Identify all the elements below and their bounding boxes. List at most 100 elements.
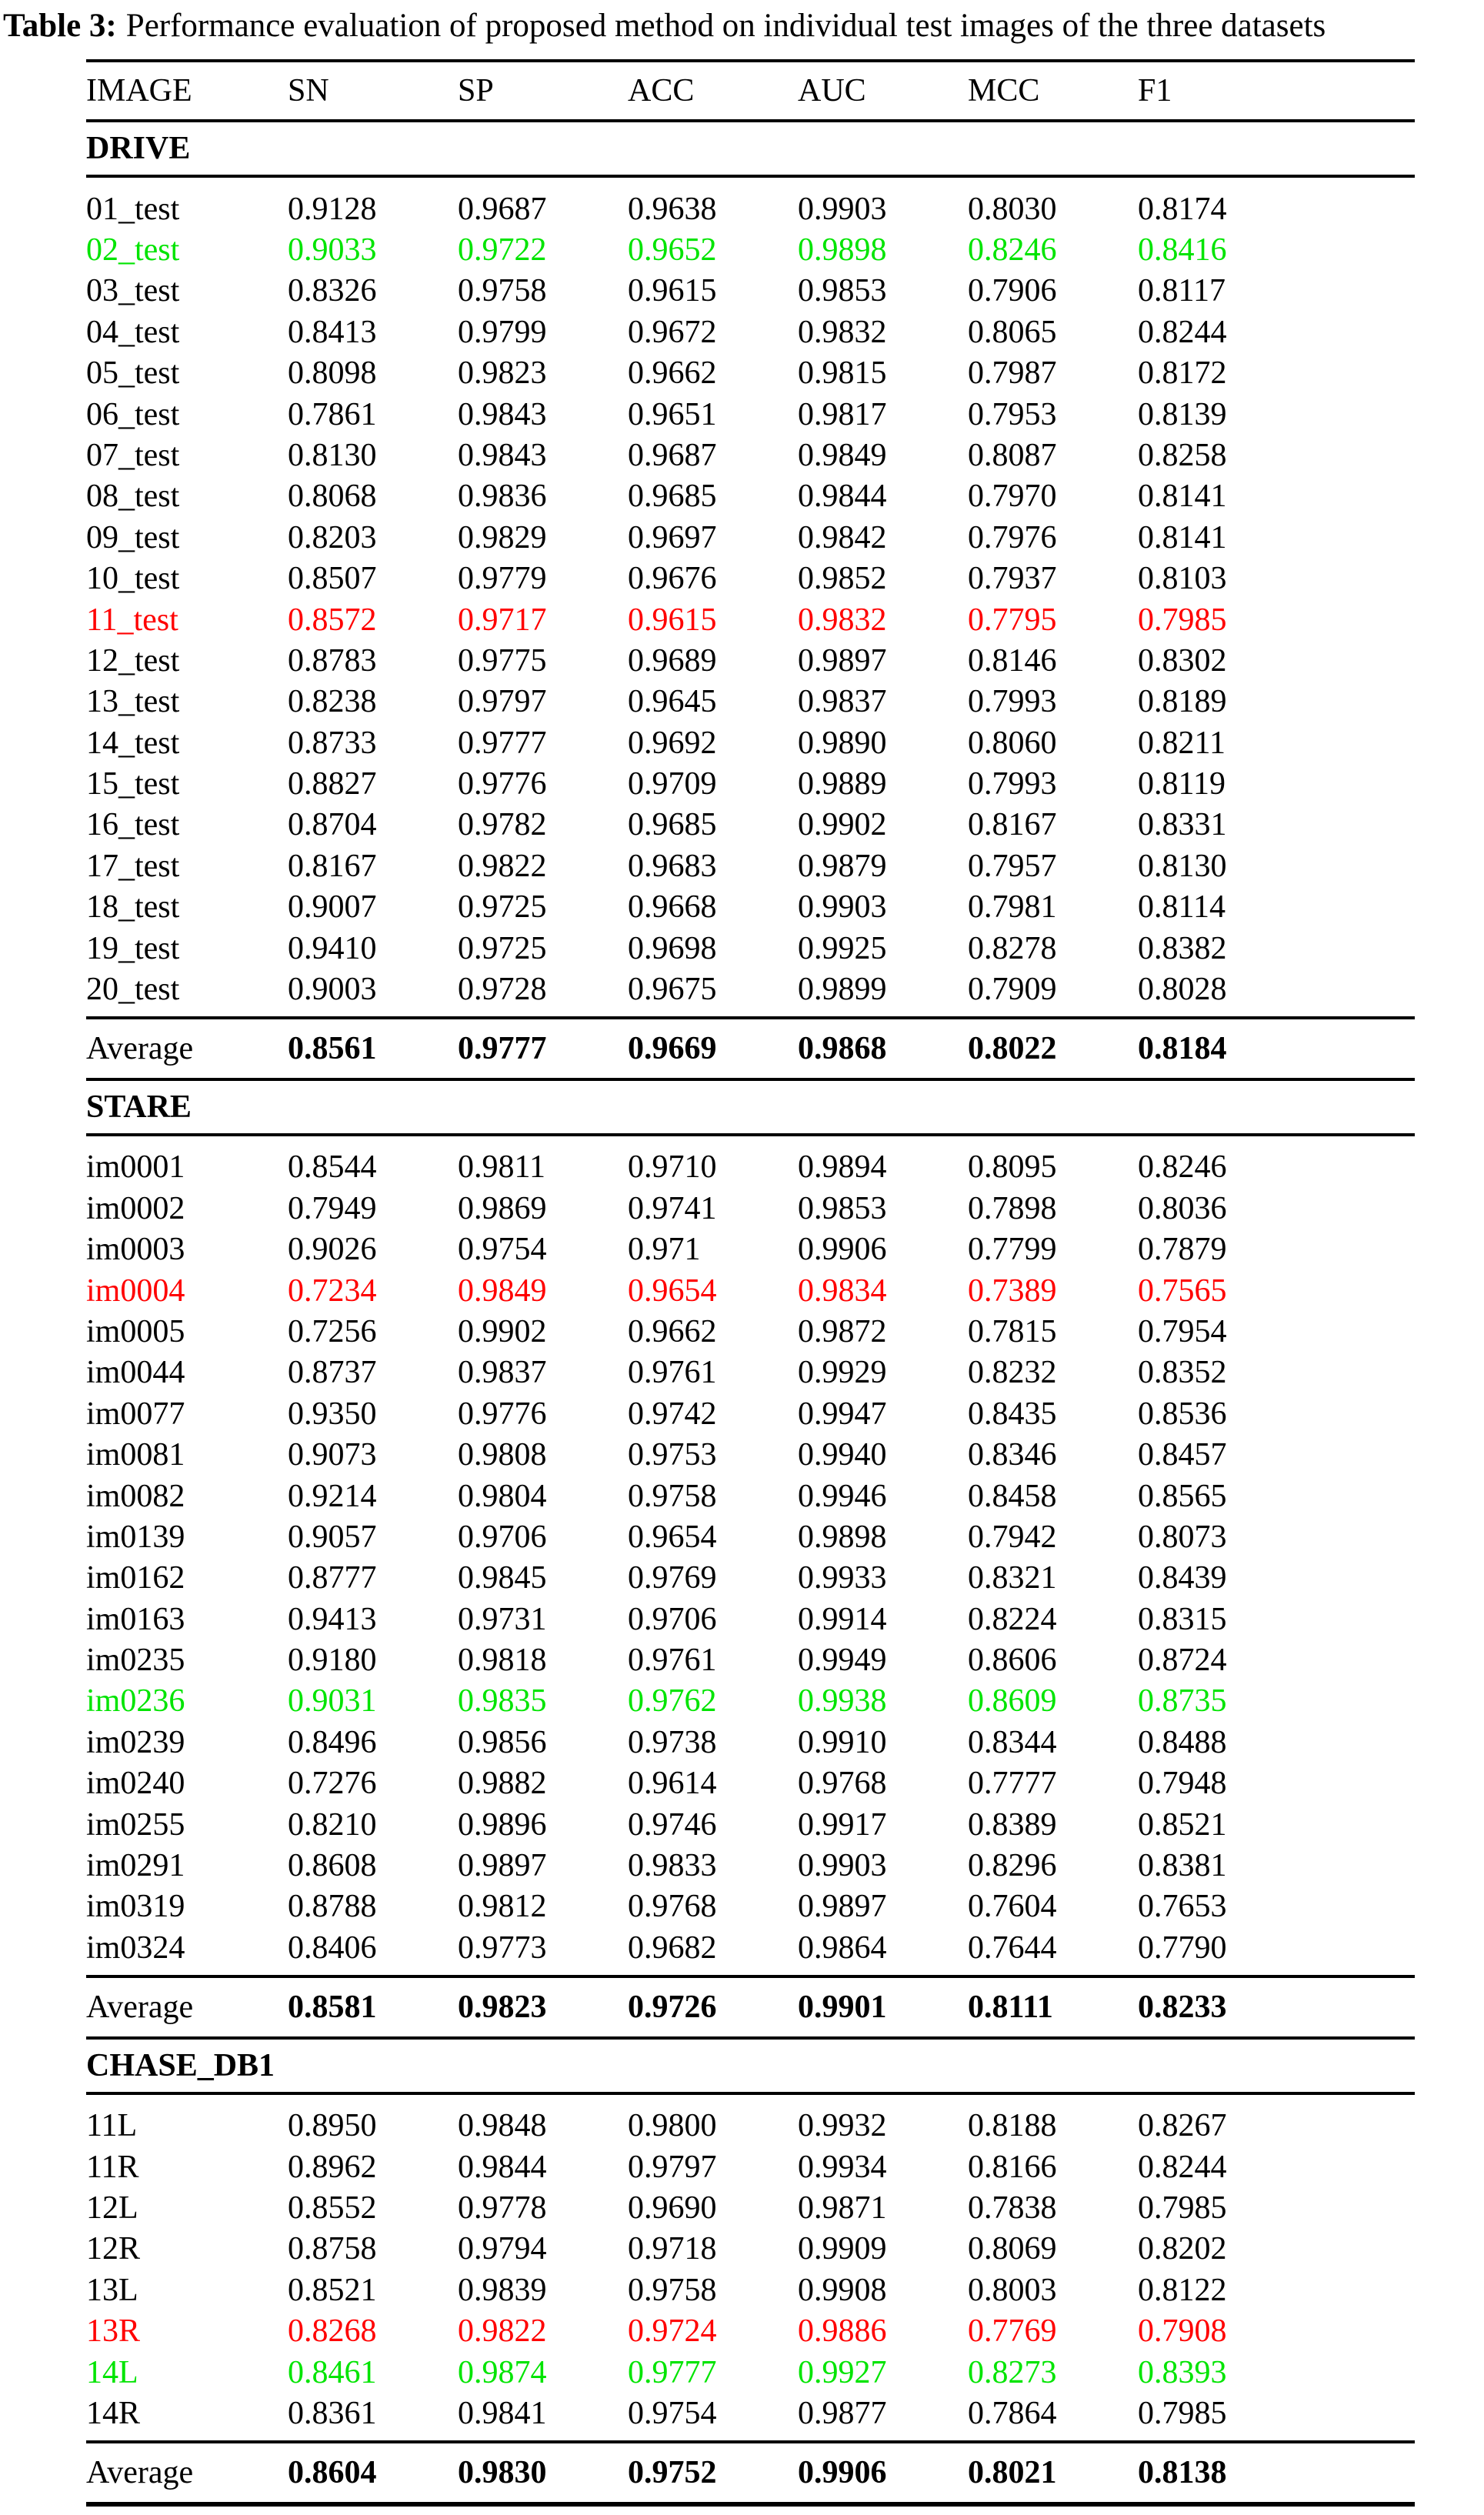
cell-value: 0.9914 xyxy=(798,1601,887,1637)
column-header: AUC xyxy=(798,72,866,108)
cell-value: 0.9769 xyxy=(628,1560,717,1596)
cell-value: 0.9835 xyxy=(458,1683,547,1719)
table-row: 07_test 0.8130 0.9843 0.9687 0.9849 0.8087 0.8… xyxy=(86,435,1415,475)
cell-value: 0.9754 xyxy=(628,2395,717,2431)
cell-value: 0.9007 xyxy=(288,889,377,926)
cell-value: 0.9725 xyxy=(458,889,547,926)
section-rows: im0001 0.8544 0.9811 0.9710 0.9894 0.8095 0.82… xyxy=(86,1136,1415,1975)
row-label: 11R xyxy=(86,2149,139,2185)
cell-value: 0.8139 xyxy=(1138,396,1227,432)
cell-value: 0.7976 xyxy=(968,519,1057,555)
cell-value: 0.9917 xyxy=(798,1806,887,1843)
cell-value: 0.8331 xyxy=(1138,807,1227,843)
cell-value: 0.9836 xyxy=(458,479,547,515)
cell-value: 0.8202 xyxy=(1138,2231,1227,2267)
table-row: im0005 0.7256 0.9902 0.9662 0.9872 0.7815 0.79… xyxy=(86,1311,1415,1352)
table-row: 03_test 0.8326 0.9758 0.9615 0.9853 0.7906 0.8… xyxy=(86,271,1415,312)
cell-value: 0.9949 xyxy=(798,1643,887,1679)
table-row: im0077 0.9350 0.9776 0.9742 0.9947 0.8435 0.85… xyxy=(86,1393,1415,1434)
cell-value: 0.9742 xyxy=(628,1396,717,1432)
cell-value: 0.9909 xyxy=(798,2231,887,2267)
table-row: im0162 0.8777 0.9845 0.9769 0.9933 0.8321 0.84… xyxy=(86,1558,1415,1599)
cell-value: 0.9856 xyxy=(458,1724,547,1760)
cell-value: 0.8172 xyxy=(1138,355,1227,392)
cell-value: 0.9932 xyxy=(798,2108,887,2144)
cell-value: 0.971 xyxy=(628,1232,701,1268)
table-row: 12_test 0.8783 0.9775 0.9689 0.9897 0.8146 0.8… xyxy=(86,640,1415,681)
cell-value: 0.8232 xyxy=(968,1355,1057,1391)
cell-value: 0.8496 xyxy=(288,1724,377,1760)
average-value: 0.8111 xyxy=(968,1989,1053,2025)
section-header-stare: STARE xyxy=(86,1081,1415,1133)
cell-value: 0.8393 xyxy=(1138,2354,1227,2390)
cell-value: 0.8389 xyxy=(968,1806,1057,1843)
row-label: 20_test xyxy=(86,972,180,1008)
average-value: 0.8138 xyxy=(1138,2454,1227,2490)
cell-value: 0.8268 xyxy=(288,2313,377,2350)
average-value: 0.8604 xyxy=(288,2454,377,2490)
cell-value: 0.8167 xyxy=(288,848,377,884)
cell-value: 0.9753 xyxy=(628,1437,717,1473)
cell-value: 0.9777 xyxy=(458,725,547,761)
cell-value: 0.9645 xyxy=(628,684,717,720)
section-title: CHASE_DB1 xyxy=(86,2047,275,2083)
cell-value: 0.8609 xyxy=(968,1683,1057,1719)
cell-value: 0.8244 xyxy=(1138,314,1227,350)
cell-value: 0.8003 xyxy=(968,2272,1057,2308)
table-row: 17_test 0.8167 0.9822 0.9683 0.9879 0.7957 0.8… xyxy=(86,846,1415,886)
cell-value: 0.9775 xyxy=(458,642,547,679)
rule xyxy=(86,1016,1415,1019)
cell-value: 0.9685 xyxy=(628,479,717,515)
cell-value: 0.9685 xyxy=(628,807,717,843)
table-caption-label: Table 3: xyxy=(3,8,117,44)
table-row: im0255 0.8210 0.9896 0.9746 0.9917 0.8389 0.85… xyxy=(86,1804,1415,1845)
cell-value: 0.9903 xyxy=(798,889,887,926)
cell-value: 0.9724 xyxy=(628,2313,717,2350)
cell-value: 0.8413 xyxy=(288,314,377,350)
table-row: im0139 0.9057 0.9706 0.9654 0.9898 0.7942 0.80… xyxy=(86,1516,1415,1557)
table-row: 08_test 0.8068 0.9836 0.9685 0.9844 0.7970 0.8… xyxy=(86,476,1415,517)
cell-value: 0.8174 xyxy=(1138,191,1227,227)
cell-value: 0.9662 xyxy=(628,355,717,392)
cell-value: 0.8141 xyxy=(1138,519,1227,555)
cell-value: 0.9853 xyxy=(798,273,887,309)
cell-value: 0.9908 xyxy=(798,2272,887,2308)
average-row: Average 0.8561 0.9777 0.9669 0.9868 0.8022 0.8… xyxy=(86,1019,1415,1078)
cell-value: 0.8783 xyxy=(288,642,377,679)
cell-value: 0.9758 xyxy=(628,1478,717,1514)
row-label: 08_test xyxy=(86,479,180,515)
column-header: F1 xyxy=(1138,72,1172,108)
table-row: 11R 0.8962 0.9844 0.9797 0.9934 0.8166 0.8244 xyxy=(86,2146,1415,2187)
cell-value: 0.9940 xyxy=(798,1437,887,1473)
cell-value: 0.7769 xyxy=(968,2313,1057,2350)
cell-value: 0.9682 xyxy=(628,1930,717,1966)
cell-value: 0.8962 xyxy=(288,2149,377,2185)
cell-value: 0.9725 xyxy=(458,930,547,966)
cell-value: 0.9683 xyxy=(628,848,717,884)
rule xyxy=(86,175,1415,178)
row-label: 01_test xyxy=(86,191,180,227)
cell-value: 0.9779 xyxy=(458,561,547,597)
cell-value: 0.9768 xyxy=(798,1766,887,1802)
cell-value: 0.7993 xyxy=(968,766,1057,802)
row-label: 05_test xyxy=(86,355,180,392)
table-row: 18_test 0.9007 0.9725 0.9668 0.9903 0.7981 0.8… xyxy=(86,887,1415,928)
cell-value: 0.7565 xyxy=(1138,1273,1227,1309)
cell-value: 0.7908 xyxy=(1138,2313,1227,2350)
cell-value: 0.8361 xyxy=(288,2395,377,2431)
table-row: 14L 0.8461 0.9874 0.9777 0.9927 0.8273 0.8393 xyxy=(86,2352,1415,2393)
average-value: 0.9726 xyxy=(628,1989,717,2025)
cell-value: 0.8302 xyxy=(1138,642,1227,679)
cell-value: 0.8238 xyxy=(288,684,377,720)
cell-value: 0.8326 xyxy=(288,273,377,309)
cell-value: 0.9668 xyxy=(628,889,717,926)
rule xyxy=(86,2440,1415,2443)
cell-value: 0.8119 xyxy=(1138,766,1226,802)
cell-value: 0.9031 xyxy=(288,1683,377,1719)
cell-value: 0.8146 xyxy=(968,642,1057,679)
row-label: 12_test xyxy=(86,642,180,679)
cell-value: 0.8103 xyxy=(1138,561,1227,597)
row-label: im0004 xyxy=(86,1273,185,1309)
cell-value: 0.8536 xyxy=(1138,1396,1227,1432)
cell-value: 0.8122 xyxy=(1138,2272,1227,2308)
